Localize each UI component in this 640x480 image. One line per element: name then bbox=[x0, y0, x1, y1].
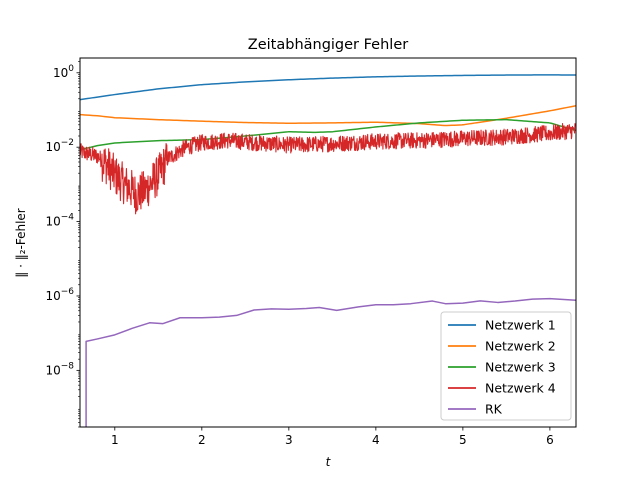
y-tick-label: 10−6 bbox=[45, 287, 74, 303]
legend-box bbox=[440, 311, 572, 421]
x-tick-label: 1 bbox=[111, 433, 119, 447]
y-axis-label: ‖ · ‖₂-Fehler bbox=[14, 208, 28, 278]
y-tick-label: 10−4 bbox=[45, 213, 74, 229]
y-tick-label: 100 bbox=[53, 64, 74, 80]
x-tick-label: 5 bbox=[459, 433, 467, 447]
legend-label: Netzwerk 1 bbox=[485, 318, 556, 333]
x-axis-label: t bbox=[326, 455, 332, 469]
legend-label: Netzwerk 3 bbox=[485, 360, 556, 375]
series-line-netzwerk-1 bbox=[80, 74, 576, 101]
legend-label: RK bbox=[485, 402, 503, 417]
legend: Netzwerk 1 Netzwerk 2 Netzwerk 3 Netzwerk 4… bbox=[440, 311, 572, 421]
legend-label: Netzwerk 4 bbox=[485, 381, 556, 396]
x-tick-label: 3 bbox=[285, 433, 293, 447]
ticks-layer: 1 2 3 4 5 6 100 10−2 10−4 10−6 10−8 bbox=[45, 61, 554, 447]
chart-title: Zeitabhängiger Fehler bbox=[248, 37, 408, 53]
x-tick-label: 6 bbox=[546, 433, 554, 447]
series-line-rk bbox=[85, 297, 576, 427]
x-tick-label: 4 bbox=[372, 433, 380, 447]
plot-frame bbox=[79, 57, 577, 428]
series-line-netzwerk-4 bbox=[80, 123, 576, 215]
series-line-netzwerk-3 bbox=[80, 118, 576, 151]
series-layer bbox=[80, 74, 576, 427]
x-tick-label: 2 bbox=[198, 433, 206, 447]
y-tick-label: 10−8 bbox=[45, 361, 74, 377]
legend-label: Netzwerk 2 bbox=[485, 339, 556, 354]
y-tick-label: 10−2 bbox=[45, 138, 74, 154]
